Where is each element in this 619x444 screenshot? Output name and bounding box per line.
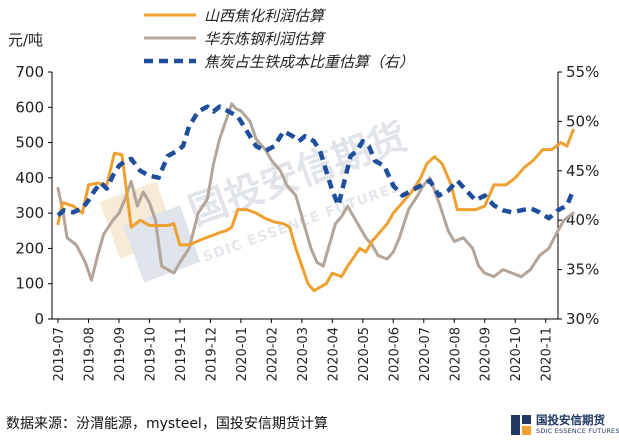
x-tick-label: 2019-10: [143, 327, 158, 381]
legend-label-0: 山西焦化利润估算: [204, 7, 326, 25]
left-axis-ticks: 0 100 200 300 400 500 600 700: [15, 63, 52, 328]
left-tick-label: 600: [15, 98, 44, 116]
series-line-0: [56, 128, 575, 293]
legend-label-1: 华东炼钢利润估算: [204, 30, 326, 48]
source-note: 数据来源：汾渭能源，mysteel，国投安信期货计算: [6, 416, 328, 432]
right-tick-label: 30%: [566, 310, 599, 328]
left-tick-label: 700: [15, 63, 44, 81]
chart: 国投安信期货 SDIC ESSENCE FUTURES 元/吨 01002003…: [8, 7, 599, 381]
left-tick-label: 0: [34, 310, 44, 328]
x-tick-label: 2020-11: [540, 327, 555, 381]
left-tick-label: 400: [15, 169, 44, 187]
left-tick-label: 500: [15, 134, 44, 152]
x-tick-label: 2020-03: [296, 327, 311, 381]
x-tick-label: 2020-04: [326, 327, 341, 381]
x-tick-label: 2019-07: [52, 327, 67, 381]
right-axis-ticks: 30% 35% 40% 45% 50% 55%: [558, 63, 599, 328]
x-tick-label: 2020-08: [448, 327, 463, 381]
x-tick-label: 2019-11: [174, 327, 189, 381]
brand-logo: 国投安信期货 SDIC ESSENCE FUTURES: [508, 412, 619, 440]
x-tick-label: 2020-05: [357, 327, 372, 381]
right-tick-label: 45%: [566, 162, 599, 180]
x-tick-label: 2019-12: [204, 327, 219, 381]
x-tick-label: 2019-09: [113, 327, 128, 381]
right-tick-label: 40%: [566, 211, 599, 229]
x-tick-label: 2020-02: [265, 327, 280, 381]
x-tick-label: 2020-06: [387, 327, 402, 381]
right-tick-label: 55%: [566, 63, 599, 81]
x-tick-label: 2020-01: [235, 327, 250, 381]
left-tick-label: 100: [15, 275, 44, 293]
series-layer: [56, 102, 576, 293]
left-axis-unit-label: 元/吨: [8, 31, 43, 49]
x-tick-label: 2020-10: [509, 327, 524, 381]
series-line-2: [56, 104, 576, 221]
x-tick-label: 2019-08: [82, 327, 97, 381]
axes: [51, 72, 559, 320]
x-tick-label: 2020-07: [418, 327, 433, 381]
x-axis-ticks: 2019-07 2019-08 2019-09 2019-10 2019-11 2019-…: [52, 319, 555, 381]
series-line-1: [56, 102, 575, 282]
watermark-logo-block-b: [123, 205, 201, 283]
left-tick-label: 300: [15, 204, 44, 222]
brand-logo-cn: 国投安信期货: [536, 413, 605, 427]
brand-logo-mark-icon: [511, 415, 531, 435]
right-tick-label: 35%: [566, 261, 599, 279]
right-tick-label: 50%: [566, 112, 599, 130]
legend-label-2: 焦炭占生铁成本比重估算（右）: [204, 53, 414, 71]
brand-logo-en: SDIC ESSENCE FUTURES: [536, 427, 619, 435]
left-tick-label: 200: [15, 239, 44, 257]
x-tick-label: 2020-09: [479, 327, 494, 381]
